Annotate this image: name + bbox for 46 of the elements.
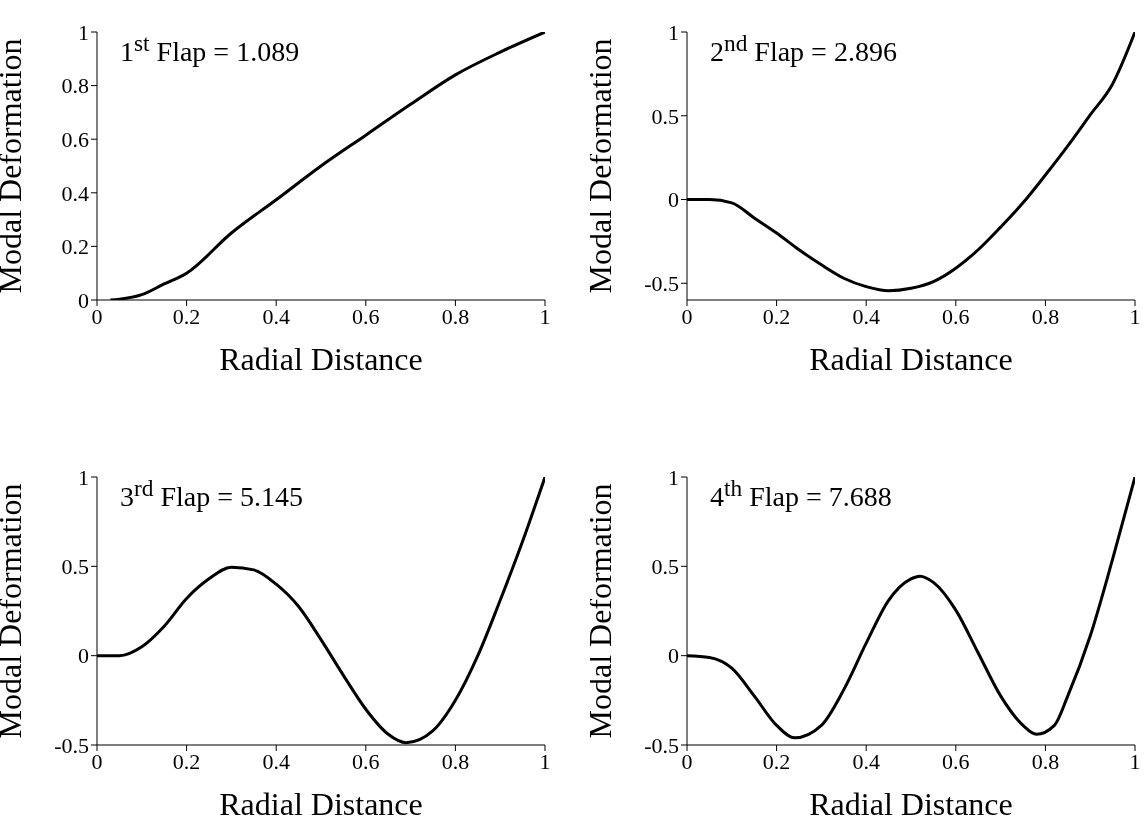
y-tick-label: 0 [78, 643, 89, 669]
y-tick-label: 0.5 [651, 554, 679, 580]
y-tick-label: 1 [668, 19, 679, 45]
x-tick-label: 0.2 [172, 303, 201, 329]
y-tick-label: 1 [78, 464, 89, 490]
x-tick-label: 0.8 [1031, 748, 1060, 774]
x-tick-label: 0.4 [852, 303, 880, 329]
annotation: 1$^{st}$ Flap = 1.089 [120, 30, 300, 69]
y-tick-label: 0 [78, 287, 89, 313]
x-tick-label: 1 [1129, 748, 1141, 774]
x-tick-label: 0.2 [762, 748, 791, 774]
x-tick-label: 0.2 [172, 748, 201, 774]
y-tick-label: 0.5 [651, 103, 679, 129]
y-tick-label: 0 [668, 187, 679, 213]
x-tick-label: 0.8 [441, 303, 470, 329]
x-tick-label: 1 [1129, 303, 1141, 329]
annotation: 2$^{nd}$ Flap = 2.896 [710, 30, 897, 69]
y-tick-label: 0.5 [61, 554, 89, 580]
x-tick-label: 0.6 [942, 748, 970, 774]
y-tick-label: -0.5 [644, 271, 679, 297]
y-tick-label: -0.5 [644, 732, 679, 758]
x-tick-label: 0.8 [441, 748, 470, 774]
x-tick-label: 0.6 [352, 303, 380, 329]
x-tick-label: 0.8 [1031, 303, 1060, 329]
y-tick-label: -0.5 [54, 732, 89, 758]
x-axis-title: Radial Distance [219, 341, 423, 377]
x-tick-label: 0.4 [262, 303, 290, 329]
y-tick-label: 0.4 [61, 180, 89, 206]
x-axis-title: Radial Distance [219, 786, 423, 822]
y-tick-label: 1 [78, 19, 89, 45]
y-tick-label: 0 [668, 643, 679, 669]
y-tick-label: 0.8 [61, 73, 89, 99]
x-tick-label: 0.6 [352, 748, 380, 774]
y-tick-label: 0.2 [61, 234, 89, 260]
y-tick-label: 0.6 [61, 127, 89, 153]
x-tick-label: 0.4 [262, 748, 290, 774]
x-axis-title: Radial Distance [809, 786, 1013, 822]
x-tick-label: 0.2 [762, 303, 791, 329]
x-tick-label: 1 [539, 748, 551, 774]
x-tick-label: 0.6 [942, 303, 970, 329]
annotation: 3$^{rd}$ Flap = 5.145 [120, 475, 304, 514]
annotation: 4$^{th}$ Flap = 7.688 [710, 475, 892, 514]
x-axis-title: Radial Distance [809, 341, 1013, 377]
x-tick-label: 1 [539, 303, 551, 329]
x-tick-label: 0.4 [852, 748, 880, 774]
y-tick-label: 1 [668, 464, 679, 490]
